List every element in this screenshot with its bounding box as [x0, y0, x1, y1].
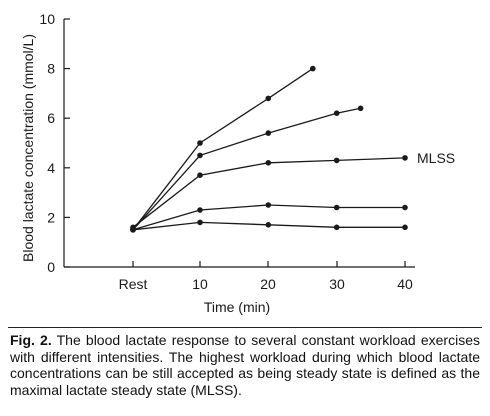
- data-point: [197, 207, 203, 213]
- data-point: [333, 157, 340, 164]
- x-tick-label: 20: [260, 276, 276, 292]
- data-point: [130, 227, 136, 233]
- y-tick-label: 4: [47, 160, 55, 176]
- lactate-chart: 0 2 4 6 8 10 Rest 10 20 30 40 Time (min) Blood lacta…: [20, 11, 455, 315]
- chart-axes: [63, 18, 415, 268]
- data-point: [265, 130, 272, 136]
- data-point: [265, 202, 272, 208]
- chart-labels: 0 2 4 6 8 10 Rest 10 20 30 40 Time (min) Blood lacta…: [20, 11, 455, 315]
- caption-divider: [8, 327, 482, 328]
- data-point: [357, 105, 364, 112]
- data-point: [197, 219, 203, 226]
- series-label-mlss: MLSS: [417, 150, 455, 166]
- data-point: [402, 155, 408, 161]
- y-tick-label: 8: [47, 61, 55, 77]
- caption-label: Fig. 2.: [10, 332, 52, 348]
- data-point: [402, 204, 408, 211]
- x-tick-label: Rest: [119, 276, 148, 292]
- data-point: [265, 95, 272, 102]
- data-point: [402, 224, 408, 231]
- y-tick-label: 0: [47, 259, 55, 275]
- data-point: [333, 110, 340, 116]
- chart-series: [130, 65, 408, 233]
- data-point: [265, 222, 272, 228]
- y-axis-title: Blood lactate concentration (mmol/L): [20, 34, 36, 262]
- y-tick-label: 2: [47, 209, 55, 225]
- x-tick-label: 30: [329, 276, 345, 292]
- series-line-2: [132, 107, 361, 231]
- y-tick-label: 10: [39, 11, 55, 27]
- caption-text: The blood lactate response to several co…: [10, 332, 480, 398]
- data-point: [197, 140, 203, 146]
- data-point: [333, 204, 340, 211]
- figure-caption: Fig. 2. The blood lactate response to se…: [10, 332, 480, 398]
- series-line-1: [132, 68, 314, 231]
- x-axis-title: Time (min): [204, 299, 270, 315]
- data-point: [333, 224, 340, 231]
- x-tick-label: 40: [397, 276, 413, 292]
- x-tick-label: 10: [192, 276, 208, 292]
- series-line-3: [132, 157, 406, 228]
- data-point: [265, 160, 272, 166]
- y-tick-label: 6: [47, 110, 55, 126]
- data-point: [197, 152, 203, 159]
- data-point: [310, 65, 316, 72]
- data-point: [197, 172, 203, 178]
